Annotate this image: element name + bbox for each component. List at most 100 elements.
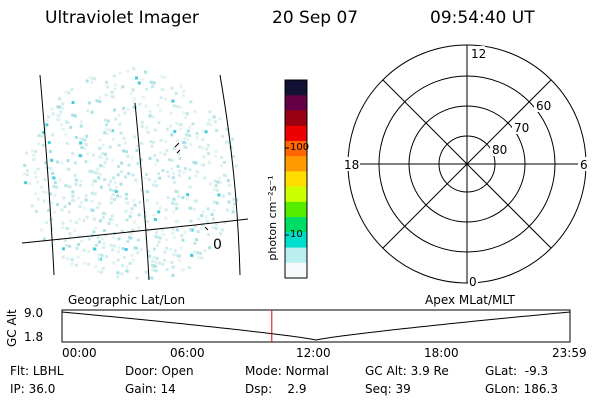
emission-pixel bbox=[193, 242, 197, 245]
emission-pixel bbox=[120, 161, 124, 165]
emission-pixel bbox=[78, 154, 82, 158]
emission-pixel bbox=[214, 226, 218, 230]
emission-pixel bbox=[53, 193, 57, 197]
emission-pixel bbox=[106, 132, 110, 136]
emission-pixel bbox=[52, 184, 56, 188]
emission-pixel bbox=[36, 167, 40, 171]
emission-pixel bbox=[172, 197, 176, 201]
emission-pixel bbox=[234, 164, 238, 168]
emission-pixel bbox=[154, 235, 158, 239]
emission-pixel bbox=[28, 182, 32, 186]
emission-pixel bbox=[93, 247, 97, 251]
emission-pixel bbox=[126, 108, 130, 112]
emission-pixel bbox=[140, 141, 144, 145]
emission-pixel bbox=[175, 121, 179, 125]
emission-pixel bbox=[208, 182, 212, 186]
emission-pixel bbox=[204, 215, 208, 219]
emission-pixel bbox=[162, 233, 166, 237]
emission-pixel bbox=[212, 115, 216, 119]
emission-pixel bbox=[114, 185, 118, 189]
emission-pixel bbox=[74, 221, 78, 225]
emission-pixel bbox=[213, 179, 217, 183]
emission-pixel bbox=[217, 193, 221, 197]
emission-pixel bbox=[182, 170, 186, 174]
info-filter: Flt: LBHL bbox=[10, 364, 64, 378]
emission-pixel bbox=[195, 238, 198, 242]
emission-pixel bbox=[82, 248, 86, 252]
emission-pixel bbox=[188, 125, 192, 129]
emission-pixel bbox=[188, 206, 192, 210]
emission-pixel bbox=[49, 150, 52, 153]
emission-pixel bbox=[58, 97, 62, 101]
emission-pixel bbox=[200, 214, 204, 218]
emission-pixel bbox=[67, 210, 71, 214]
emission-pixel bbox=[53, 181, 57, 185]
emission-pixel bbox=[153, 179, 157, 183]
info-glon: GLon: 186.3 bbox=[485, 382, 558, 396]
emission-pixel bbox=[222, 161, 226, 164]
emission-pixel bbox=[175, 207, 179, 210]
emission-pixel bbox=[94, 264, 98, 268]
emission-pixel bbox=[34, 175, 38, 179]
emission-pixel bbox=[25, 173, 29, 177]
emission-pixel bbox=[137, 213, 141, 217]
emission-pixel bbox=[110, 218, 114, 222]
emission-pixel bbox=[33, 171, 37, 175]
emission-pixel bbox=[60, 106, 64, 110]
emission-pixel bbox=[97, 270, 100, 273]
emission-pixel bbox=[152, 183, 156, 187]
emission-pixel bbox=[94, 171, 98, 175]
emission-pixel bbox=[103, 118, 107, 122]
emission-pixel bbox=[112, 74, 116, 78]
emission-pixel bbox=[61, 102, 65, 106]
emission-pixel bbox=[164, 216, 168, 220]
emission-pixel bbox=[136, 251, 140, 255]
emission-pixel bbox=[214, 154, 218, 158]
emission-pixel bbox=[215, 201, 219, 205]
emission-pixel bbox=[73, 173, 77, 177]
seq-value: 39 bbox=[395, 382, 411, 396]
emission-pixel bbox=[74, 178, 78, 182]
emission-pixel bbox=[60, 123, 64, 127]
emission-pixel bbox=[233, 202, 237, 206]
emission-pixel bbox=[40, 228, 44, 232]
emission-pixel bbox=[218, 117, 222, 121]
timeline-xtick: 00:00 bbox=[62, 346, 97, 360]
emission-pixel bbox=[200, 256, 204, 260]
emission-pixel bbox=[90, 200, 94, 203]
emission-pixel bbox=[44, 191, 48, 195]
emission-pixel bbox=[153, 269, 157, 272]
emission-pixel bbox=[97, 257, 101, 261]
emission-pixel bbox=[132, 67, 136, 71]
emission-pixel bbox=[116, 275, 120, 279]
emission-pixel bbox=[43, 237, 46, 241]
emission-pixel bbox=[214, 150, 218, 154]
emission-pixel bbox=[102, 211, 105, 215]
emission-pixel bbox=[61, 128, 65, 131]
emission-pixel bbox=[64, 90, 68, 94]
geographic-map-label: Geographic Lat/Lon bbox=[68, 293, 186, 307]
colorbar-band bbox=[285, 156, 307, 172]
emission-pixel bbox=[118, 71, 122, 75]
emission-pixel bbox=[96, 167, 100, 171]
emission-pixel bbox=[157, 172, 160, 176]
emission-pixel bbox=[166, 170, 169, 174]
emission-pixel bbox=[117, 250, 121, 254]
emission-pixel bbox=[64, 184, 68, 188]
emission-pixel bbox=[180, 268, 184, 272]
emission-pixel bbox=[37, 134, 41, 137]
emission-pixel bbox=[130, 253, 134, 257]
emission-pixel bbox=[155, 231, 158, 235]
emission-pixel bbox=[31, 149, 35, 153]
emission-pixel bbox=[173, 253, 177, 257]
emission-pixel bbox=[85, 134, 89, 138]
emission-pixel bbox=[171, 231, 175, 235]
emission-pixel bbox=[107, 221, 111, 225]
emission-pixel bbox=[201, 210, 205, 214]
emission-pixel bbox=[169, 124, 173, 128]
timeline-ytick: 1.8 bbox=[24, 330, 44, 344]
colorbar-band bbox=[285, 80, 307, 96]
emission-pixel bbox=[103, 178, 107, 182]
emission-pixel bbox=[144, 270, 148, 274]
emission-pixel bbox=[43, 127, 47, 131]
